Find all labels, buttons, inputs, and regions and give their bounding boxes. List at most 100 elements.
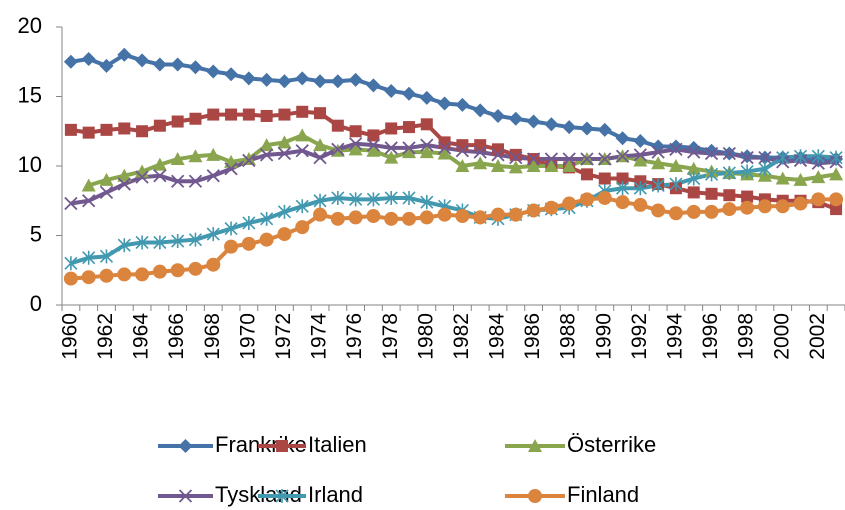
marker-shape (313, 138, 328, 152)
marker-shape (82, 194, 96, 208)
data-point (277, 227, 292, 242)
marker-shape (615, 195, 630, 210)
x-tick-label: 1984 (486, 313, 509, 360)
data-point (775, 199, 790, 214)
data-point (135, 53, 150, 68)
data-point (170, 152, 185, 166)
legend-marker (178, 489, 193, 503)
marker-shape (348, 137, 363, 151)
data-point (579, 121, 594, 136)
data-point (348, 210, 363, 225)
marker-shape (313, 207, 328, 222)
marker-shape (473, 103, 488, 118)
data-point (206, 64, 221, 79)
legend-marker (528, 439, 542, 452)
x-tick-label: 1978 (379, 313, 402, 360)
marker-shape (260, 148, 274, 162)
data-point (259, 72, 274, 87)
data-point (508, 207, 523, 222)
data-point (81, 51, 96, 66)
data-point (704, 204, 719, 219)
data-point (313, 207, 328, 222)
data-point (687, 171, 701, 186)
marker-shape (722, 146, 736, 161)
marker-shape (117, 168, 132, 182)
marker-shape (171, 174, 185, 188)
x-tick-label: 1964 (130, 313, 153, 360)
marker-shape (651, 145, 665, 159)
data-point (206, 257, 221, 272)
marker-shape (277, 204, 292, 219)
data-point (741, 190, 754, 203)
marker-shape (651, 139, 666, 154)
x-tick-label: 1974 (308, 313, 331, 360)
data-point (579, 192, 594, 207)
data-point (330, 211, 345, 226)
data-point (757, 199, 772, 214)
marker-shape (81, 51, 96, 66)
data-point (384, 83, 399, 98)
data-point (153, 235, 167, 250)
data-point (597, 190, 612, 205)
marker-shape (455, 144, 470, 158)
marker-shape (225, 108, 238, 121)
data-point (241, 71, 256, 86)
marker-shape (562, 196, 577, 211)
marker-shape (562, 152, 576, 166)
marker-shape (259, 72, 274, 87)
data-point (188, 60, 203, 75)
marker-shape (758, 151, 772, 165)
marker-shape (668, 206, 683, 221)
data-point (829, 150, 843, 165)
marker-shape (491, 143, 504, 156)
data-point (224, 162, 238, 176)
marker-shape (295, 144, 309, 158)
data-point (437, 141, 452, 155)
data-point (722, 146, 736, 161)
data-point (366, 143, 381, 157)
marker-shape (206, 227, 220, 242)
data-point (118, 122, 131, 135)
marker-shape (740, 164, 754, 179)
data-point (242, 108, 255, 121)
data-point (64, 123, 77, 136)
marker-shape (348, 72, 363, 87)
data-point (437, 207, 452, 222)
marker-shape (687, 145, 701, 159)
marker-shape (135, 53, 150, 68)
marker-shape (348, 142, 363, 156)
data-point (259, 232, 274, 247)
marker-shape (722, 165, 736, 180)
data-point (81, 270, 96, 285)
legend-label: Italien (308, 432, 367, 457)
marker-shape (490, 108, 505, 123)
marker-shape (473, 210, 488, 225)
data-point (526, 159, 541, 172)
data-point (687, 145, 701, 159)
marker-shape (82, 126, 95, 139)
data-point (740, 200, 755, 215)
data-point (562, 196, 577, 211)
x-tick-label: 1972 (272, 313, 295, 360)
marker-shape (384, 83, 399, 98)
data-point (776, 150, 790, 165)
data-point (490, 159, 505, 172)
marker-shape (242, 108, 255, 121)
data-point (402, 86, 417, 101)
marker-shape (366, 192, 380, 207)
marker-shape (100, 123, 113, 136)
marker-shape (704, 146, 719, 161)
data-point (437, 146, 452, 160)
data-point (385, 122, 398, 135)
data-point (402, 190, 416, 205)
data-point (99, 172, 114, 186)
marker-shape (437, 146, 452, 160)
data-point (117, 47, 132, 62)
data-point (544, 159, 559, 172)
marker-shape (331, 142, 345, 156)
legend-marker (178, 439, 193, 453)
data-point (455, 209, 470, 224)
data-point (188, 232, 203, 247)
data-point (419, 210, 434, 225)
marker-shape (544, 152, 559, 166)
